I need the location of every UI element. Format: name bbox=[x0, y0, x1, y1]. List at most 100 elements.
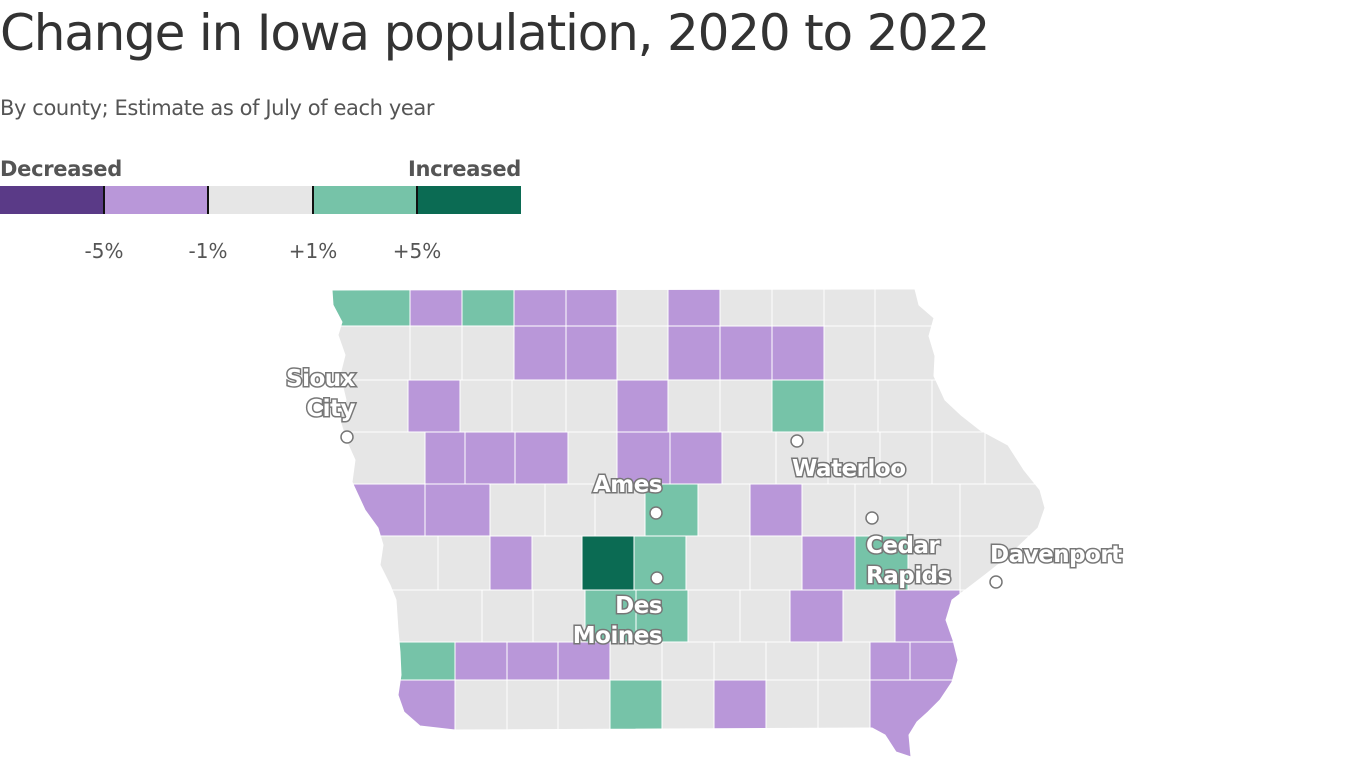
county-cell bbox=[879, 431, 933, 485]
city-waterloo: Waterloo bbox=[790, 434, 908, 484]
county-cell bbox=[332, 325, 411, 381]
city-label: Cedar bbox=[866, 533, 940, 559]
county-cell bbox=[332, 483, 426, 537]
county-cell bbox=[557, 641, 611, 681]
county-cell bbox=[506, 679, 559, 757]
county-cell bbox=[669, 431, 723, 485]
county-cell bbox=[544, 483, 596, 537]
county-cell bbox=[801, 483, 856, 537]
legend-color-bar bbox=[0, 186, 522, 214]
county-cell bbox=[511, 379, 567, 433]
county-cell bbox=[931, 431, 986, 485]
county-cell bbox=[424, 483, 491, 537]
county-cell bbox=[909, 641, 971, 681]
county-cell bbox=[877, 379, 933, 433]
city-dot bbox=[340, 430, 354, 444]
legend-swatch-decrease-large bbox=[0, 186, 105, 214]
page-title: Change in Iowa population, 2020 to 2022 bbox=[0, 4, 990, 62]
city-label: Moines bbox=[573, 623, 662, 649]
county-cell bbox=[959, 483, 1045, 537]
city-dot bbox=[649, 506, 663, 520]
county-cell bbox=[894, 589, 961, 643]
county-cell bbox=[459, 379, 513, 433]
county-cell bbox=[823, 325, 876, 381]
county-cell bbox=[739, 589, 791, 643]
legend-swatch-decrease bbox=[104, 186, 209, 214]
city-label: Des bbox=[615, 593, 662, 619]
legend-swatch-increase-large bbox=[416, 186, 522, 214]
legend-tick-label: -1% bbox=[188, 239, 228, 263]
county-cell bbox=[685, 535, 751, 591]
county-cell bbox=[765, 641, 819, 681]
city-dot bbox=[650, 571, 664, 585]
legend-tick bbox=[416, 186, 418, 214]
county-cell bbox=[789, 589, 844, 643]
city-dot bbox=[790, 434, 804, 448]
county-cell bbox=[616, 289, 669, 327]
county-cell bbox=[931, 379, 991, 433]
county-cell bbox=[667, 289, 721, 327]
county-cell bbox=[771, 289, 825, 327]
county-cell bbox=[531, 535, 583, 591]
legend-swatch-increase bbox=[312, 186, 417, 214]
legend-tick-label: +5% bbox=[392, 239, 442, 263]
county-cell bbox=[635, 589, 689, 643]
county-cell bbox=[437, 535, 491, 591]
county-cell bbox=[332, 589, 483, 643]
legend-tick bbox=[103, 186, 105, 214]
county-cell bbox=[854, 535, 909, 591]
county-cell bbox=[667, 379, 721, 433]
county-cell bbox=[616, 379, 669, 433]
county-cell bbox=[713, 641, 767, 681]
city-label: Waterloo bbox=[792, 456, 906, 482]
county-cell bbox=[424, 431, 466, 485]
county-cell bbox=[409, 325, 463, 381]
county-cell bbox=[506, 641, 559, 681]
county-cell bbox=[907, 535, 961, 591]
county-cell bbox=[817, 679, 871, 757]
county-cell bbox=[801, 535, 856, 591]
county-cell bbox=[332, 535, 439, 591]
county-cell bbox=[379, 679, 456, 757]
county-cell bbox=[379, 641, 456, 681]
county-cell bbox=[869, 641, 911, 681]
city-davenport: Davenport bbox=[989, 541, 1124, 589]
county-cell bbox=[823, 289, 876, 327]
county-cell bbox=[594, 483, 646, 537]
page-subtitle: By county; Estimate as of July of each y… bbox=[0, 96, 435, 120]
county-cell bbox=[461, 289, 515, 327]
county-cell bbox=[661, 641, 715, 681]
legend-swatch-flat bbox=[208, 186, 313, 214]
county-cell bbox=[409, 289, 463, 327]
city-cedar-rapids: Cedar Rapids bbox=[865, 511, 953, 591]
city-des-moines: Des Moines bbox=[571, 571, 664, 651]
city-ames: Ames bbox=[591, 471, 664, 520]
county-cell bbox=[907, 483, 961, 537]
legend-tick-label: -5% bbox=[84, 239, 124, 263]
legend-tick-label: +1% bbox=[288, 239, 338, 263]
county-cell bbox=[667, 325, 721, 381]
legend: Decreased Increased -5% -1% +1% +5% bbox=[0, 157, 521, 267]
county-cell bbox=[332, 431, 426, 485]
county-cell bbox=[823, 379, 879, 433]
county-cell bbox=[771, 379, 825, 433]
county-cell bbox=[557, 679, 611, 757]
county-cell bbox=[513, 325, 567, 381]
county-cell bbox=[721, 431, 777, 485]
county-layer bbox=[332, 289, 1045, 757]
county-cell bbox=[565, 289, 618, 327]
county-cell bbox=[749, 535, 803, 591]
county-cell bbox=[461, 325, 515, 381]
legend-increased-label: Increased bbox=[407, 157, 521, 181]
county-cell bbox=[719, 379, 773, 433]
city-label: Ames bbox=[593, 472, 662, 498]
county-cell bbox=[697, 483, 751, 537]
county-cell bbox=[513, 289, 567, 327]
county-cell bbox=[609, 641, 663, 681]
county-cell bbox=[719, 325, 773, 381]
county-cell bbox=[489, 535, 533, 591]
county-cell bbox=[661, 679, 715, 757]
county-cell bbox=[616, 325, 669, 381]
county-cell bbox=[719, 289, 773, 327]
city-dot bbox=[865, 511, 879, 525]
